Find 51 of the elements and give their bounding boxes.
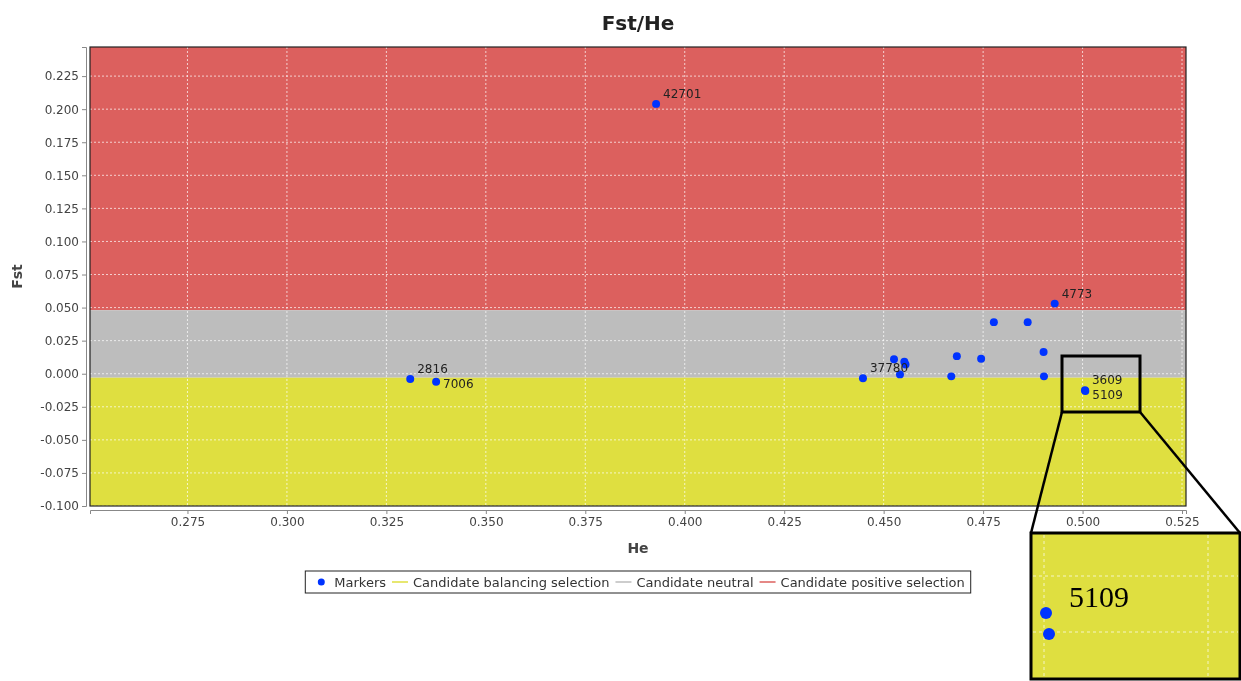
legend-label: Candidate neutral <box>636 575 754 590</box>
annotation: 4773 <box>1061 286 1093 301</box>
point <box>652 99 661 108</box>
y-tick-label: 0.175 <box>44 135 79 150</box>
point <box>1039 372 1048 381</box>
point <box>1050 299 1059 308</box>
x-tick-label: 0.450 <box>866 514 902 529</box>
annotation: 7006 <box>443 377 474 392</box>
legend-label: Candidate balancing selection <box>413 575 610 590</box>
y-tick-label: 0.000 <box>44 367 79 382</box>
x-tick-label: 0.325 <box>369 514 405 529</box>
y-axis-title: Fst <box>9 263 25 289</box>
y-tick-label: 0.100 <box>44 234 79 249</box>
y-tick-label: -0.075 <box>40 466 79 481</box>
x-tick-label: 0.275 <box>170 514 206 529</box>
annotation: 5109 <box>1092 388 1123 403</box>
x-axis-title: He <box>627 540 649 556</box>
y-tick-label: 0.075 <box>44 267 79 282</box>
x-tick-label: 0.475 <box>966 514 1001 529</box>
point <box>989 318 998 327</box>
y-tick-label: 0.125 <box>44 201 79 216</box>
x-tick-label: 0.350 <box>469 514 504 529</box>
point <box>406 375 415 383</box>
x-tick-label: 0.425 <box>767 514 802 529</box>
point <box>1039 347 1048 356</box>
legend-label: Candidate positive selection <box>780 575 965 590</box>
point <box>977 354 986 363</box>
y-tick-label: 0.150 <box>44 168 79 183</box>
x-tick-label: 0.300 <box>270 514 305 529</box>
point <box>1023 318 1032 327</box>
x-tick-label: 0.500 <box>1065 514 1101 529</box>
x-tick-label: 0.400 <box>668 514 703 529</box>
chart-title: Fst/He <box>601 11 675 35</box>
point <box>432 377 441 386</box>
y-tick-label: 0.025 <box>44 333 79 348</box>
annotation: 37780 <box>869 361 909 376</box>
annotation: 2816 <box>417 362 448 377</box>
y-tick-label: 0.225 <box>44 69 79 84</box>
y-tick-label: -0.025 <box>40 400 79 415</box>
x-tick-label: 0.525 <box>1165 514 1200 529</box>
y-tick-label: -0.100 <box>40 499 79 514</box>
legend-label: Markers <box>334 575 387 590</box>
annotation: 42701 <box>663 86 702 101</box>
point <box>858 374 867 383</box>
y-tick-label: -0.050 <box>40 433 79 448</box>
point <box>952 352 961 361</box>
x-tick-label: 0.375 <box>568 514 603 529</box>
y-tick-label: 0.050 <box>44 300 79 315</box>
y-tick-label: 0.200 <box>44 102 79 117</box>
point <box>947 372 956 381</box>
annotation: 3609 <box>1091 373 1123 388</box>
